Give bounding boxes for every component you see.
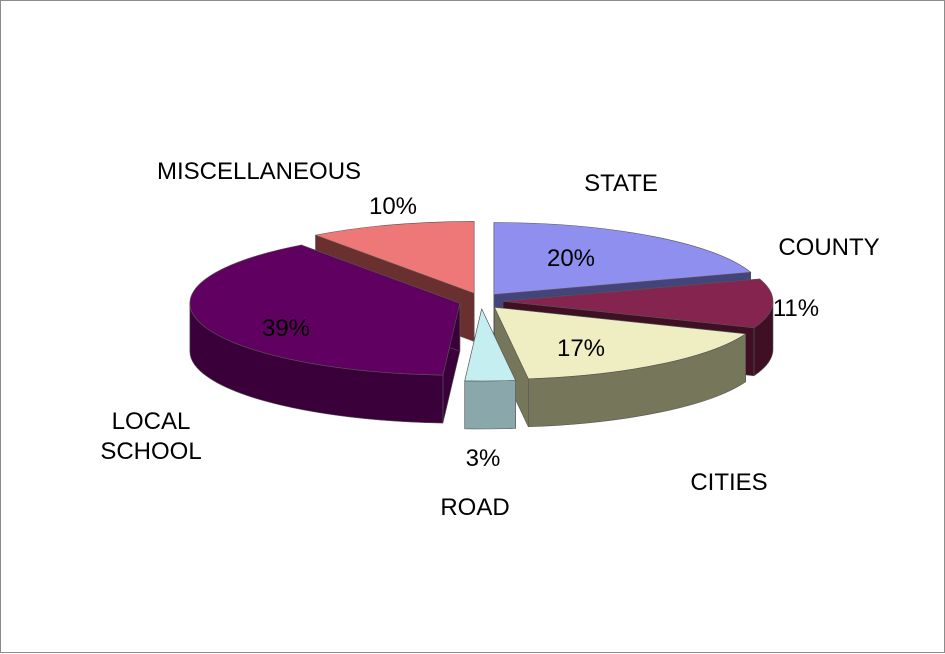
pie-slice-3 xyxy=(464,308,516,382)
category-label-1: COUNTY xyxy=(778,234,879,261)
pie-slice-5 xyxy=(314,221,475,294)
value-label-2: 17% xyxy=(557,335,605,362)
category-label-4: LOCAL SCHOOL xyxy=(100,408,201,465)
value-label-5: 10% xyxy=(369,193,417,220)
slice-tops xyxy=(189,221,774,382)
value-label-1: 11% xyxy=(773,295,819,322)
value-label-4: 39% xyxy=(262,315,310,342)
category-label-3: ROAD xyxy=(440,494,509,521)
value-label-0: 20% xyxy=(547,245,595,272)
pie-slice-1 xyxy=(502,278,774,329)
category-label-2: CITIES xyxy=(690,469,767,496)
slice-labels: STATE 20% COUNTY 11% CITIES 17% ROAD 3% LOCAL SCH… xyxy=(100,158,879,521)
slice-outer-wall-3-0 xyxy=(464,380,516,430)
category-label-5: MISCELLANEOUS xyxy=(157,158,361,185)
pie-slice-4 xyxy=(189,244,461,376)
pie-slice-0 xyxy=(493,222,752,295)
value-label-3: 3% xyxy=(466,445,501,472)
category-label-0: STATE xyxy=(584,170,658,197)
pie-slice-2 xyxy=(493,306,747,380)
